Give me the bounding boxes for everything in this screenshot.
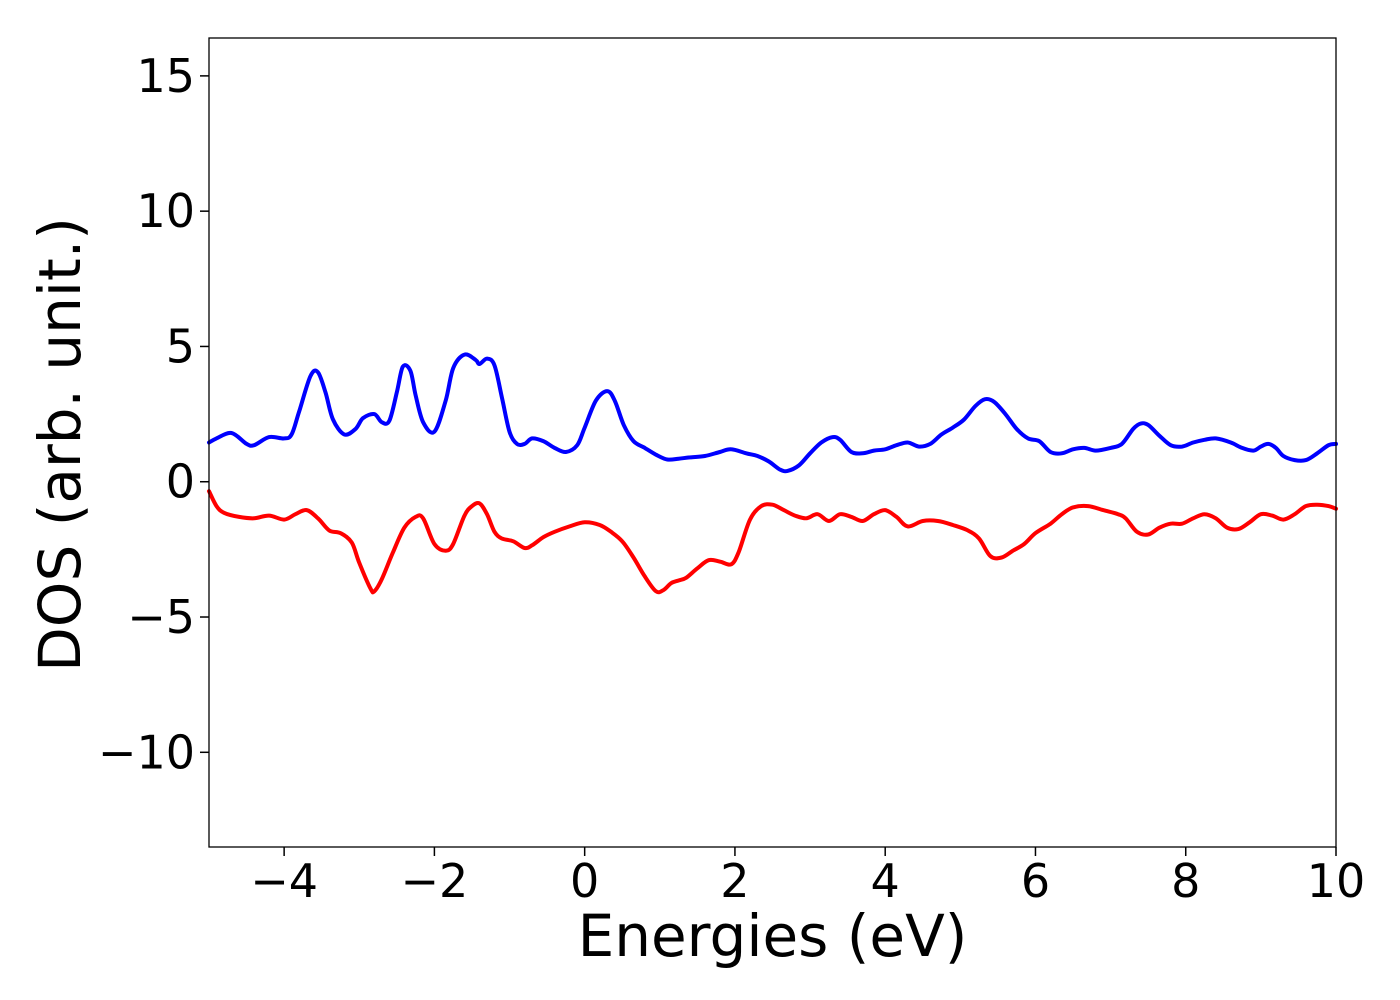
x-tick-label: 4 [871,854,900,908]
y-tick-label: −5 [127,590,195,644]
plot-frame [208,37,1337,848]
y-axis: −10 −5 0 5 10 15 [98,49,209,779]
y-tick-label: −10 [98,725,195,779]
x-tick-label: 2 [720,854,749,908]
x-tick-label: −2 [400,854,468,908]
y-tick-label: 5 [166,319,195,373]
x-tick-label: −4 [250,854,318,908]
plot-area [207,37,1338,848]
x-axis: −4 −2 0 2 4 6 8 10 [250,847,1365,908]
y-axis-label: DOS (arb. unit.) [26,217,94,672]
y-tick-label: 10 [136,184,195,238]
x-tick-label: 8 [1171,854,1200,908]
y-tick-label: 0 [166,455,195,509]
series-line-0 [207,352,1338,474]
series-layer [207,352,1338,595]
x-tick-label: 6 [1021,854,1050,908]
x-tick-label: 10 [1307,854,1366,908]
x-tick-label: 0 [570,854,599,908]
series-line-1 [207,489,1338,595]
y-tick-label: 15 [136,49,195,103]
x-axis-label: Energies (eV) [578,902,968,970]
